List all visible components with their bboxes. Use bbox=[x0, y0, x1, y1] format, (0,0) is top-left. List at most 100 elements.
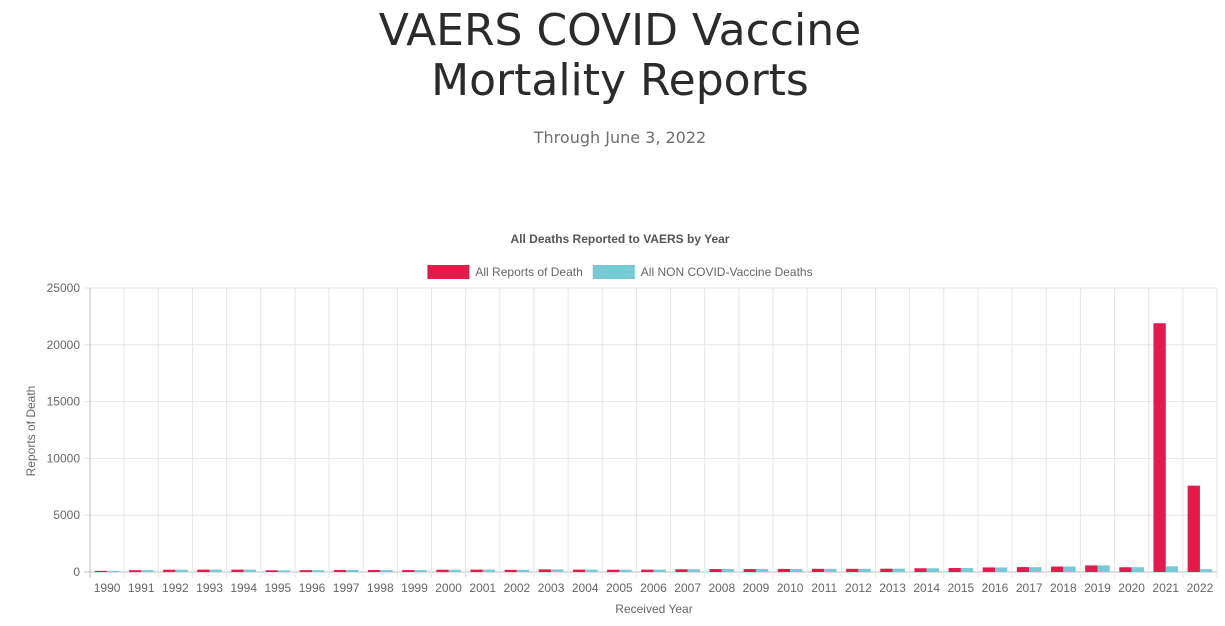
x-tick-label: 2018 bbox=[1050, 581, 1077, 595]
x-axis-label: Received Year bbox=[615, 602, 692, 616]
bar-all-reports-2014[interactable] bbox=[914, 568, 927, 572]
bar-all-reports-1996[interactable] bbox=[299, 570, 312, 572]
bar-all-reports-1995[interactable] bbox=[265, 570, 278, 572]
x-tick-label: 2004 bbox=[572, 581, 599, 595]
bar-all-reports-1998[interactable] bbox=[367, 570, 381, 572]
bar-non-covid-1999[interactable] bbox=[414, 570, 427, 572]
bar-non-covid-1990[interactable] bbox=[107, 570, 120, 572]
bar-non-covid-2001[interactable] bbox=[482, 569, 496, 572]
bar-all-reports-2015[interactable] bbox=[948, 568, 961, 572]
bar-all-reports-1994[interactable] bbox=[231, 569, 244, 572]
bar-non-covid-2012[interactable] bbox=[858, 568, 871, 572]
bar-all-reports-2005[interactable] bbox=[607, 569, 620, 572]
bar-non-covid-2013[interactable] bbox=[892, 568, 905, 572]
y-tick-label: 20000 bbox=[47, 338, 81, 352]
bar-all-reports-2013[interactable] bbox=[880, 568, 893, 572]
bar-all-reports-2019[interactable] bbox=[1085, 565, 1098, 572]
bar-non-covid-2014[interactable] bbox=[926, 568, 940, 572]
bar-all-reports-1997[interactable] bbox=[333, 569, 347, 572]
bar-all-reports-2001[interactable] bbox=[470, 569, 483, 572]
bar-all-reports-1991[interactable] bbox=[128, 570, 142, 572]
x-tick-label: 1993 bbox=[196, 581, 223, 595]
bar-all-reports-1990[interactable] bbox=[94, 570, 108, 572]
x-tick-label: 2009 bbox=[743, 581, 770, 595]
bar-all-reports-1999[interactable] bbox=[402, 570, 415, 572]
legend-item[interactable]: All NON COVID-Vaccine Deaths bbox=[592, 265, 813, 279]
bar-non-covid-2007[interactable] bbox=[687, 569, 700, 572]
bar-all-reports-2017[interactable] bbox=[1016, 567, 1030, 572]
bar-non-covid-2011[interactable] bbox=[824, 568, 837, 572]
bar-non-covid-2000[interactable] bbox=[448, 569, 461, 572]
bar-non-covid-2006[interactable] bbox=[653, 569, 666, 572]
bar-non-covid-2010[interactable] bbox=[790, 568, 803, 572]
y-tick-label: 15000 bbox=[47, 395, 81, 409]
bar-non-covid-2022[interactable] bbox=[1199, 569, 1213, 572]
bar-all-reports-1992[interactable] bbox=[163, 569, 176, 572]
bar-all-reports-2012[interactable] bbox=[846, 568, 859, 572]
bar-non-covid-2005[interactable] bbox=[619, 569, 632, 572]
y-tick-label: 10000 bbox=[47, 451, 81, 465]
x-tick-label: 2017 bbox=[1016, 581, 1043, 595]
x-tick-label: 1998 bbox=[367, 581, 394, 595]
bar-all-reports-2010[interactable] bbox=[777, 568, 791, 572]
x-tick-label: 1996 bbox=[299, 581, 326, 595]
bar-non-covid-2009[interactable] bbox=[755, 569, 769, 572]
x-tick-label: 2007 bbox=[674, 581, 701, 595]
bar-all-reports-2004[interactable] bbox=[572, 569, 586, 572]
bar-all-reports-2021[interactable] bbox=[1153, 323, 1166, 572]
legend-swatch bbox=[592, 265, 635, 279]
bar-non-covid-2020[interactable] bbox=[1131, 567, 1144, 572]
bar-non-covid-1992[interactable] bbox=[175, 569, 188, 572]
bar-non-covid-1997[interactable] bbox=[346, 569, 359, 572]
bar-all-reports-1993[interactable] bbox=[197, 569, 210, 572]
bar-non-covid-2015[interactable] bbox=[960, 568, 974, 572]
bar-non-covid-2008[interactable] bbox=[721, 569, 735, 572]
legend-item[interactable]: All Reports of Death bbox=[427, 265, 583, 279]
bar-all-reports-2002[interactable] bbox=[504, 569, 517, 572]
bar-non-covid-1994[interactable] bbox=[243, 569, 256, 572]
bar-non-covid-2018[interactable] bbox=[1063, 566, 1076, 572]
x-tick-label: 2008 bbox=[708, 581, 735, 595]
x-tick-label: 2006 bbox=[640, 581, 667, 595]
x-tick-label: 2005 bbox=[606, 581, 633, 595]
y-tick-label: 5000 bbox=[53, 508, 80, 522]
x-axis-ticks: 1990 1991 1992 1993 1994 1995 1996 1997 1998 1999… bbox=[94, 581, 1214, 595]
bar-non-covid-2002[interactable] bbox=[516, 569, 530, 572]
bar-non-covid-2004[interactable] bbox=[585, 569, 598, 572]
x-tick-label: 2002 bbox=[504, 581, 531, 595]
bar-non-covid-1996[interactable] bbox=[311, 570, 325, 572]
page-subtitle: Through June 3, 2022 bbox=[533, 128, 707, 147]
bar-all-reports-2000[interactable] bbox=[436, 569, 449, 572]
x-tick-label: 1991 bbox=[128, 581, 155, 595]
page-title: VAERS COVID Vaccine Mortality Reports bbox=[0, 6, 1225, 106]
y-axis-label: Reports of Death bbox=[24, 386, 38, 477]
x-tick-label: 2012 bbox=[845, 581, 872, 595]
x-tick-label: 2000 bbox=[435, 581, 462, 595]
bar-non-covid-2021[interactable] bbox=[1165, 566, 1179, 572]
bar-non-covid-1998[interactable] bbox=[380, 570, 393, 572]
bar-all-reports-2003[interactable] bbox=[538, 569, 552, 572]
bar-non-covid-2016[interactable] bbox=[995, 567, 1008, 572]
bar-non-covid-1995[interactable] bbox=[277, 570, 291, 572]
bar-all-reports-2008[interactable] bbox=[709, 569, 722, 572]
x-tick-label: 2001 bbox=[469, 581, 496, 595]
y-axis-ticks: 0 5000 10000 15000 20000 25000 bbox=[47, 281, 81, 579]
bar-all-reports-2022[interactable] bbox=[1187, 485, 1200, 572]
bar-non-covid-2017[interactable] bbox=[1029, 567, 1042, 572]
bar-all-reports-2011[interactable] bbox=[811, 568, 825, 572]
y-tick-label: 25000 bbox=[47, 281, 81, 295]
bar-all-reports-2009[interactable] bbox=[743, 569, 756, 572]
bar-all-reports-2016[interactable] bbox=[982, 567, 996, 572]
bar-non-covid-2003[interactable] bbox=[551, 569, 564, 572]
bar-all-reports-2007[interactable] bbox=[675, 569, 688, 572]
x-tick-label: 2014 bbox=[913, 581, 940, 595]
bar-all-reports-2018[interactable] bbox=[1051, 566, 1064, 572]
bar-non-covid-2019[interactable] bbox=[1097, 565, 1110, 572]
chart-title: All Deaths Reported to VAERS by Year bbox=[511, 232, 730, 246]
bar-non-covid-1993[interactable] bbox=[209, 569, 222, 572]
page-title-line-2: Mortality Reports bbox=[431, 55, 809, 106]
bar-all-reports-2020[interactable] bbox=[1119, 567, 1132, 572]
bar-non-covid-1991[interactable] bbox=[141, 570, 154, 572]
bar-all-reports-2006[interactable] bbox=[641, 569, 654, 572]
